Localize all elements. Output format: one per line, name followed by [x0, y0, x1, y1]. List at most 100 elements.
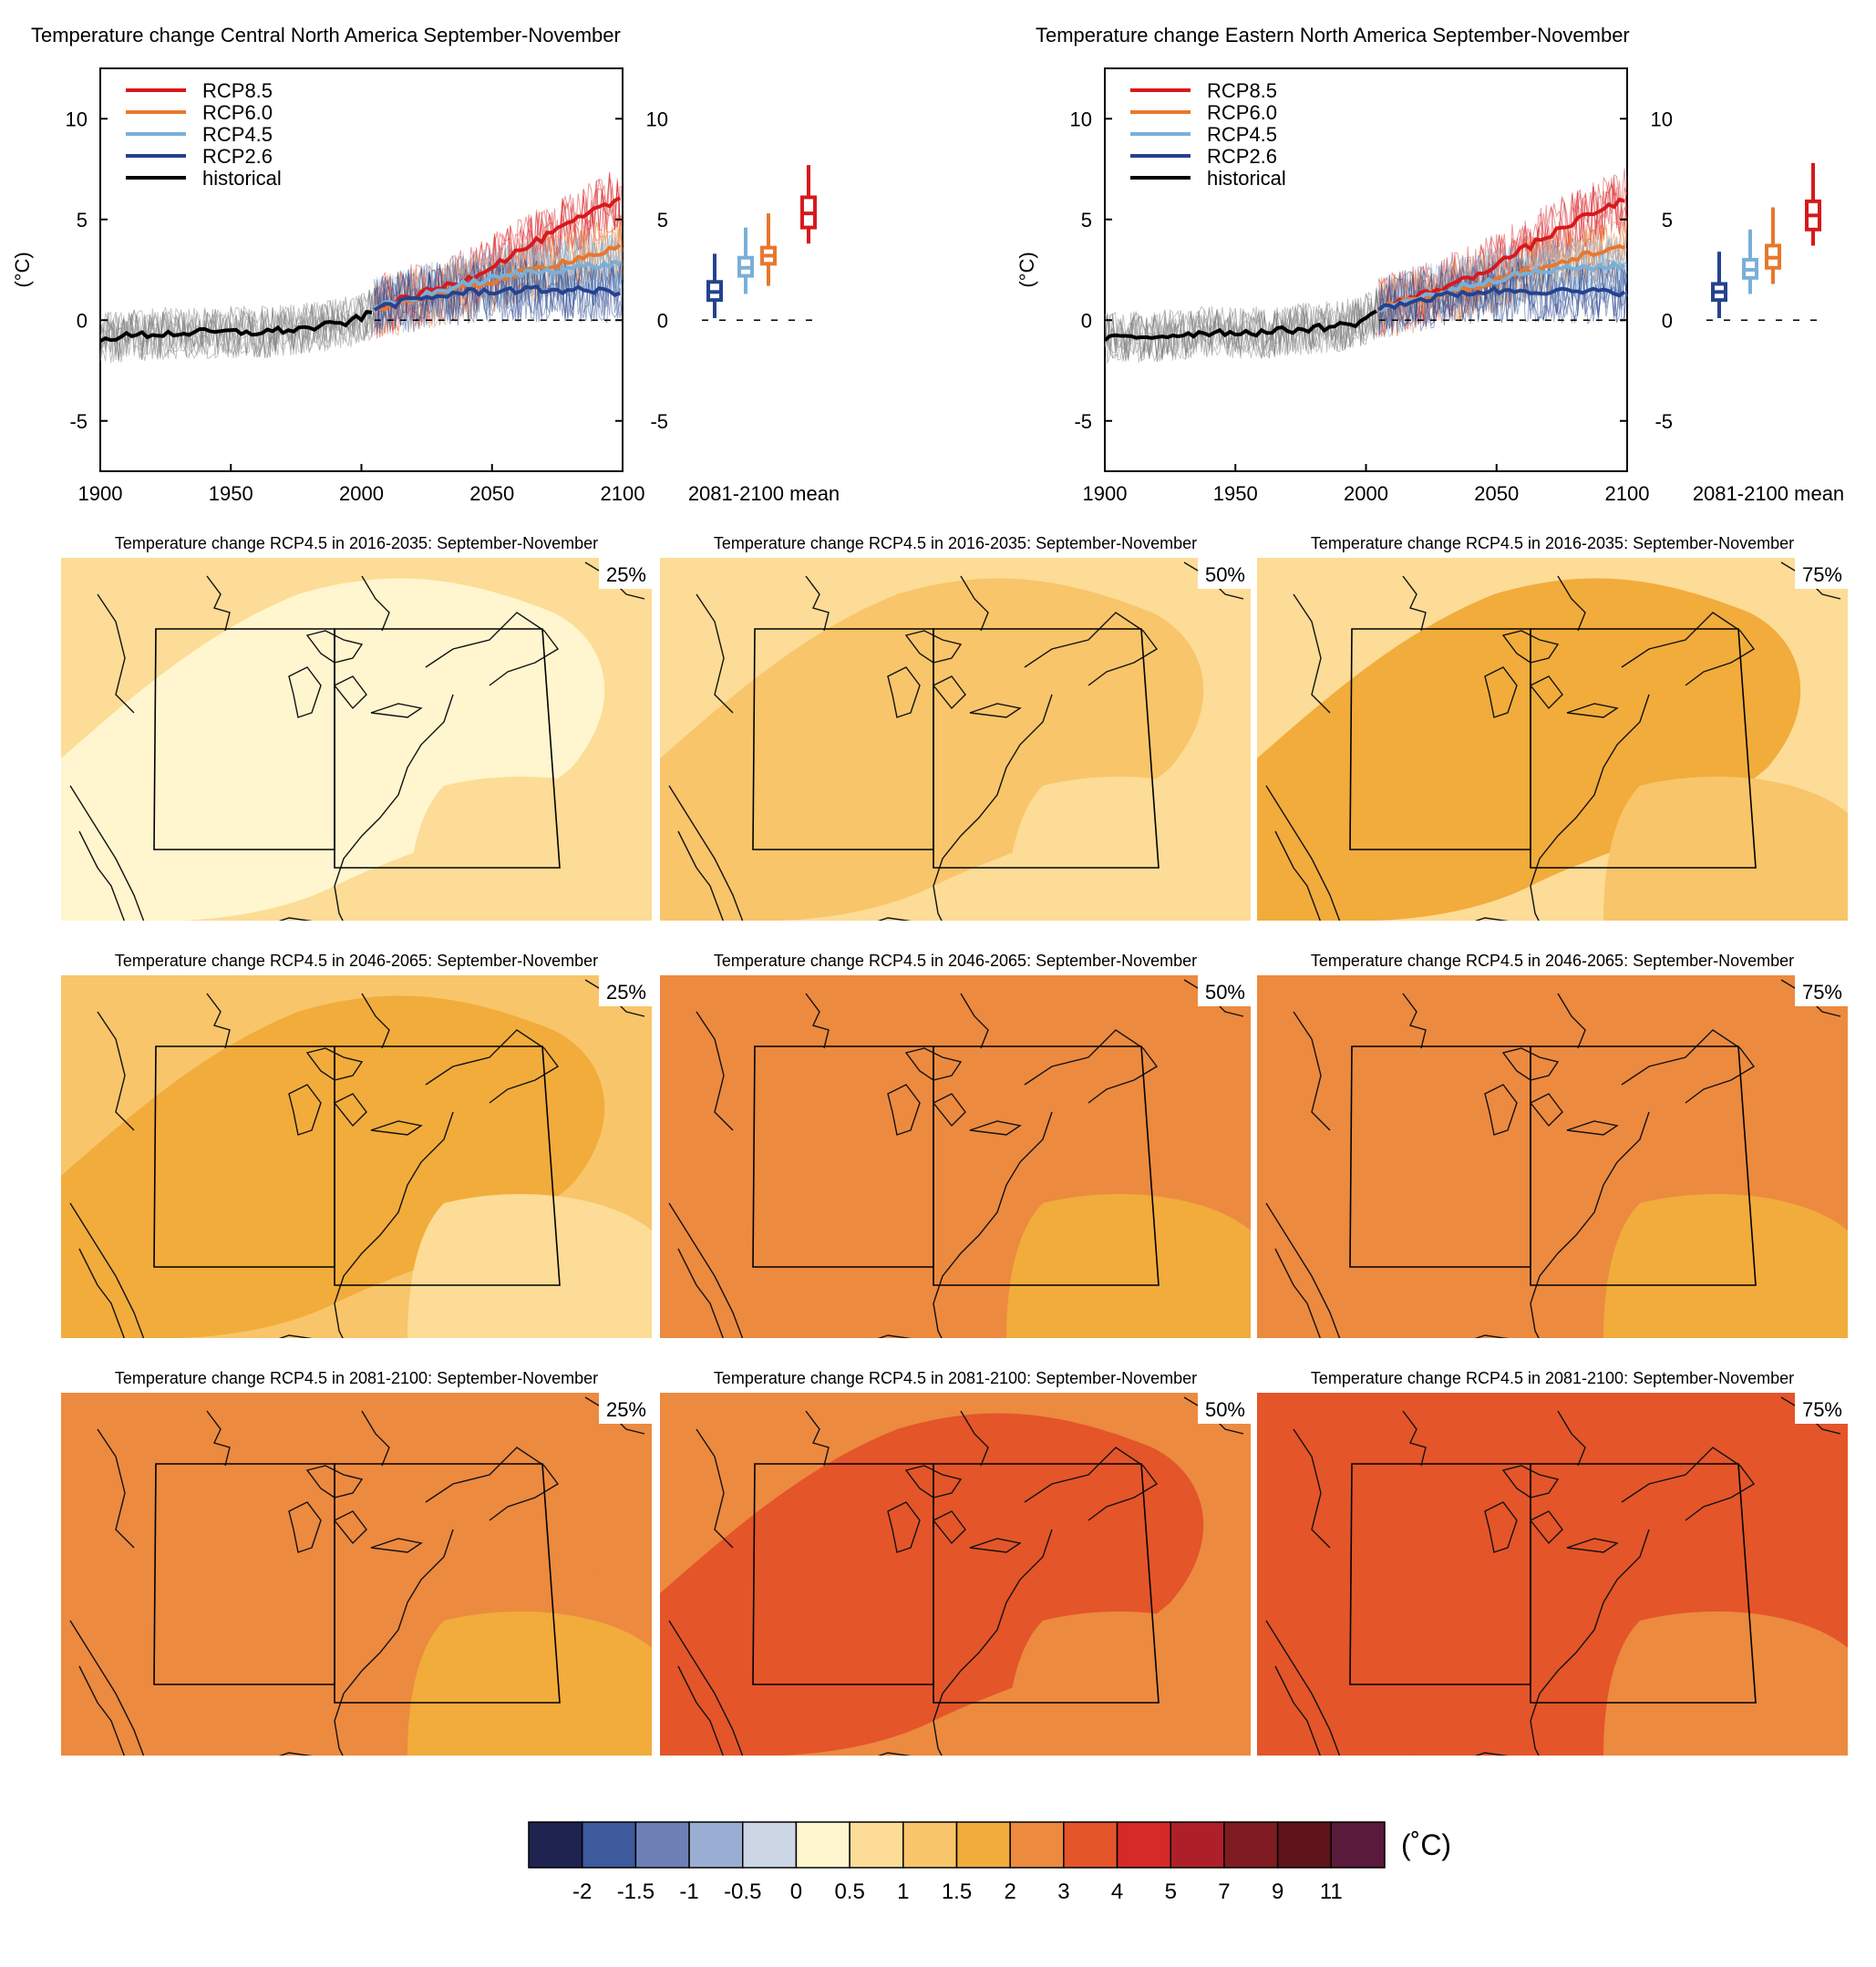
map-title: Temperature change RCP4.5 in 2081-2100: … [714, 1369, 1197, 1387]
map-ocean-fill [1006, 1612, 1251, 1756]
y-axis-label: (°C) [1015, 252, 1038, 287]
ensemble-member-line [374, 182, 624, 320]
colorbar-tick-label: 1 [897, 1879, 909, 1904]
colorbar-tick-label: 1.5 [942, 1879, 972, 1904]
x-tick-label: 2100 [1605, 482, 1650, 505]
region-box-eastern [334, 1463, 561, 1704]
legend-label: RCP8.5 [202, 79, 273, 102]
map-fill-group [660, 975, 1251, 1338]
ensemble-member-line [1378, 182, 1628, 337]
ensemble-member-line [99, 287, 376, 364]
y-tick-label-right: 0 [1662, 309, 1673, 332]
ensemble-member-line [1378, 226, 1628, 335]
map-ocean-fill [407, 777, 652, 921]
y-tick-label-right: 5 [1662, 209, 1673, 232]
colorbar-tick-label: 0.5 [834, 1879, 864, 1904]
panel-title: Temperature change Central North America… [31, 24, 621, 46]
y-tick-label-right: 5 [657, 209, 668, 232]
map-panel: 25% Temperature change RCP4.5 in 2046-206… [61, 952, 652, 1338]
map-fill-group [61, 1393, 652, 1756]
map-panel: 75% Temperature change RCP4.5 in 2081-210… [1257, 1369, 1848, 1756]
y-tick-label-left: 0 [1081, 309, 1092, 332]
colorbar-tick-label: 0 [790, 1879, 802, 1904]
colorbar: -2 -1.5 -1 -0.5 0 0.5 1 1.5 2 3 4 5 7 9 11 (˚C) [528, 1821, 1451, 1904]
legend-label: RCP4.5 [1207, 123, 1277, 146]
series-line-rcp85 [1377, 197, 1625, 314]
plot-frame [99, 67, 624, 472]
map-fill-group [660, 558, 1251, 921]
colorbar-tick-label: 11 [1320, 1879, 1343, 1904]
percentile-label: 25% [606, 1398, 646, 1421]
percentile-label: 25% [606, 563, 646, 586]
colorbar-tick-label: -1.5 [617, 1879, 655, 1904]
y-tick-label-left: -5 [69, 410, 88, 433]
y-tick-label-left: 0 [77, 309, 88, 332]
percentile-label: 25% [606, 981, 646, 1004]
map-title: Temperature change RCP4.5 in 2016-2035: … [115, 534, 598, 552]
colorbar-tick-label: 3 [1057, 1879, 1069, 1904]
series-line-rcp26 [1377, 285, 1626, 312]
map-ocean-fill [1603, 777, 1848, 921]
map-panel: 75% Temperature change RCP4.5 in 2016-203… [1257, 534, 1848, 921]
ensemble-member-line [1378, 176, 1628, 338]
legend-label: historical [1207, 167, 1286, 190]
region-box-eastern [933, 628, 1160, 869]
map-ocean-fill [1603, 1612, 1848, 1756]
y-tick-label-left: -5 [1074, 410, 1092, 433]
map-title: Temperature change RCP4.5 in 2081-2100: … [115, 1369, 598, 1387]
timeseries-panel-eastern: Temperature change Eastern North America… [1015, 24, 1844, 505]
ensemble-member-line [1378, 259, 1628, 329]
percentile-label-bg [1795, 1393, 1848, 1424]
y-tick-label-right: 10 [646, 108, 668, 130]
x-tick-label: 1950 [209, 482, 253, 505]
percentile-label-bg [1795, 558, 1848, 589]
percentile-label-bg [599, 558, 652, 589]
ensemble-member-line [1378, 259, 1628, 335]
map-title: Temperature change RCP4.5 in 2016-2035: … [1311, 534, 1794, 552]
region-box-eastern [933, 1463, 1160, 1704]
y-tick-label-right: 0 [657, 309, 668, 332]
ensemble-member-line [1104, 294, 1380, 361]
x-tick-label: 1900 [1083, 482, 1128, 505]
colorbar-segment [1009, 1821, 1065, 1869]
y-tick-label-left: 5 [1081, 209, 1092, 232]
map-inner-fill [1257, 578, 1801, 921]
map-inner-fill [660, 995, 1204, 1338]
ensemble-member-line [99, 289, 376, 361]
ensemble-member-line [1378, 174, 1628, 330]
ensemble-member-line [1104, 293, 1380, 363]
colorbar-tick-label: 7 [1218, 1879, 1230, 1904]
map-title: Temperature change RCP4.5 in 2081-2100: … [1311, 1369, 1794, 1387]
ensemble-member-line [1378, 258, 1628, 333]
x-tick-label: 1900 [78, 482, 123, 505]
map-inner-fill [1257, 995, 1801, 1338]
colorbar-tick-label: 9 [1272, 1879, 1283, 1904]
series-line-historical [1103, 309, 1377, 342]
map-panel: 50% Temperature change RCP4.5 in 2016-203… [660, 534, 1251, 921]
region-box-eastern [933, 1045, 1160, 1286]
legend-label: RCP2.6 [1207, 145, 1277, 168]
map-fill-group [61, 975, 652, 1338]
map-title: Temperature change RCP4.5 in 2046-2065: … [1311, 952, 1794, 970]
ensemble-member-line [374, 219, 624, 335]
timeseries-panel-central: Temperature change Central North America… [11, 24, 840, 505]
map-fill-group [1257, 975, 1848, 1338]
percentile-label: 50% [1205, 1398, 1245, 1421]
legend-label: RCP2.6 [202, 145, 273, 168]
colorbar-segment [1063, 1821, 1118, 1869]
percentile-label-bg [599, 1393, 652, 1424]
map-panel: 25% Temperature change RCP4.5 in 2016-203… [61, 534, 652, 921]
colorbar-segment [528, 1821, 583, 1869]
ensemble-member-line [374, 259, 624, 328]
percentile-label-bg [1795, 975, 1848, 1006]
colorbar-tick-label: 2 [1005, 1879, 1016, 1904]
colorbar-segment [902, 1821, 958, 1869]
map-panel: 50% Temperature change RCP4.5 in 2081-210… [660, 1369, 1251, 1756]
colorbar-segment [1223, 1821, 1279, 1869]
map-inner-fill [61, 578, 605, 921]
map-ocean-fill [407, 1194, 652, 1338]
y-tick-label-left: 5 [77, 209, 88, 232]
percentile-label: 75% [1802, 981, 1842, 1004]
map-title: Temperature change RCP4.5 in 2046-2065: … [714, 952, 1197, 970]
